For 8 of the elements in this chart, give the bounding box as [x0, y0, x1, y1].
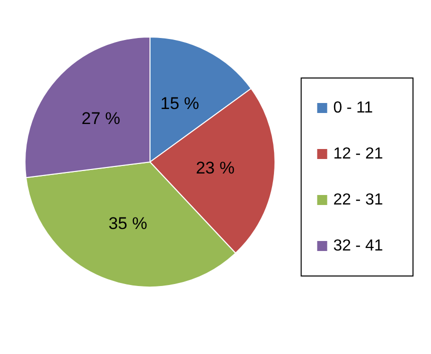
- data-label: 23 %: [196, 158, 235, 178]
- legend-label: 22 - 31: [333, 192, 384, 208]
- legend-label: 0 - 11: [333, 100, 374, 116]
- legend-label: 32 - 41: [333, 238, 384, 254]
- data-label: 27 %: [81, 109, 120, 128]
- legend-label: 12 - 21: [333, 146, 384, 162]
- data-label: 35 %: [108, 214, 148, 234]
- data-label: 15 %: [160, 94, 200, 114]
